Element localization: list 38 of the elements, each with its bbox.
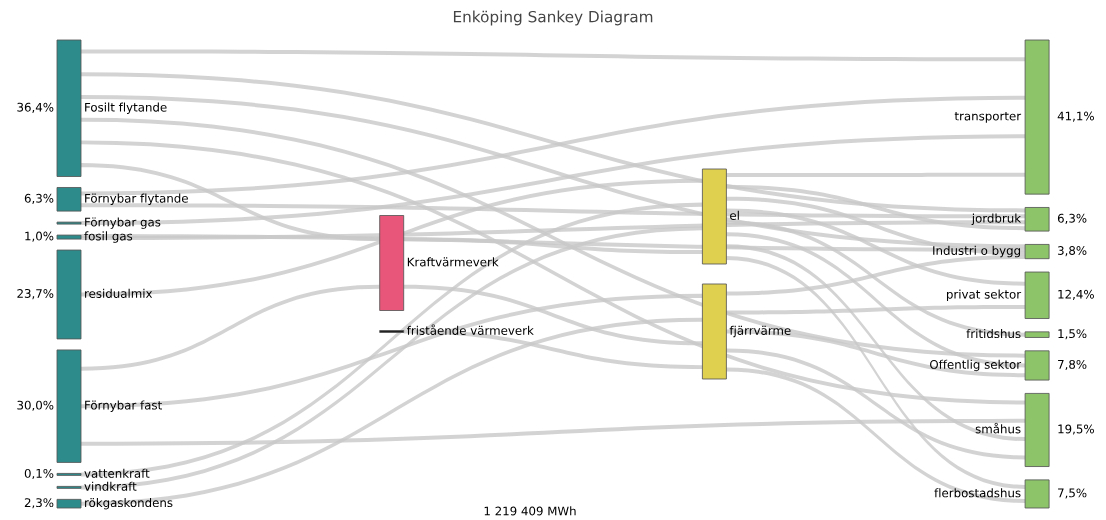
data-label: 7,5% [1058, 488, 1087, 499]
category-label: Förnybar gas [85, 217, 161, 229]
category-label: vattenkraft [84, 468, 150, 478]
category-label: vindkraft [84, 481, 137, 491]
data-label: 19,5% [1058, 424, 1094, 435]
category-label: fritidshus [966, 328, 1021, 339]
text: Enköping Sankey Diagram [453, 10, 653, 26]
data-label: 7,8% [1058, 359, 1087, 371]
category-label: jordbruk [971, 213, 1022, 225]
data-label: 12,4% [1058, 289, 1094, 300]
category-label: flerbostadshus [934, 488, 1021, 498]
data-label: 23,7% [17, 289, 54, 300]
category-label: fjärrvärme [729, 325, 791, 338]
data-label: 1,0% [25, 231, 54, 242]
category-label: fristående värmeverk [406, 324, 534, 335]
category-label: privat sektor [946, 289, 1022, 301]
category-label: rökgaskondens [85, 497, 173, 510]
category-label: småhus [975, 422, 1021, 434]
category-label: Fosilt flytande [85, 102, 167, 114]
category-label: Offentlig sektor [930, 359, 1022, 372]
data-label: 2,3% [24, 498, 54, 509]
category-label: el [730, 210, 739, 220]
data-label: 6,3% [24, 193, 54, 204]
data-label: 6,3% [1057, 213, 1087, 224]
data-label: 30,0% [17, 400, 54, 411]
category-label: fosil gas [84, 231, 133, 243]
data-label: 3,8% [1058, 246, 1087, 257]
category-label: Industri o bygg [933, 245, 1021, 258]
category-label: Förnybar flytande [85, 193, 188, 206]
text: 1 219 409 MWh [484, 506, 576, 516]
data-label: 36,4% [17, 102, 54, 113]
data-label: 41,1% [1057, 111, 1094, 122]
data-label: 0,1% [24, 468, 54, 480]
category-label: Kraftvärmeverk [407, 257, 499, 267]
data-label: 1,5% [1058, 329, 1087, 340]
category-label: transporter [954, 112, 1022, 123]
category-label: Förnybar fast [85, 400, 162, 412]
category-label: residualmix [85, 288, 153, 298]
